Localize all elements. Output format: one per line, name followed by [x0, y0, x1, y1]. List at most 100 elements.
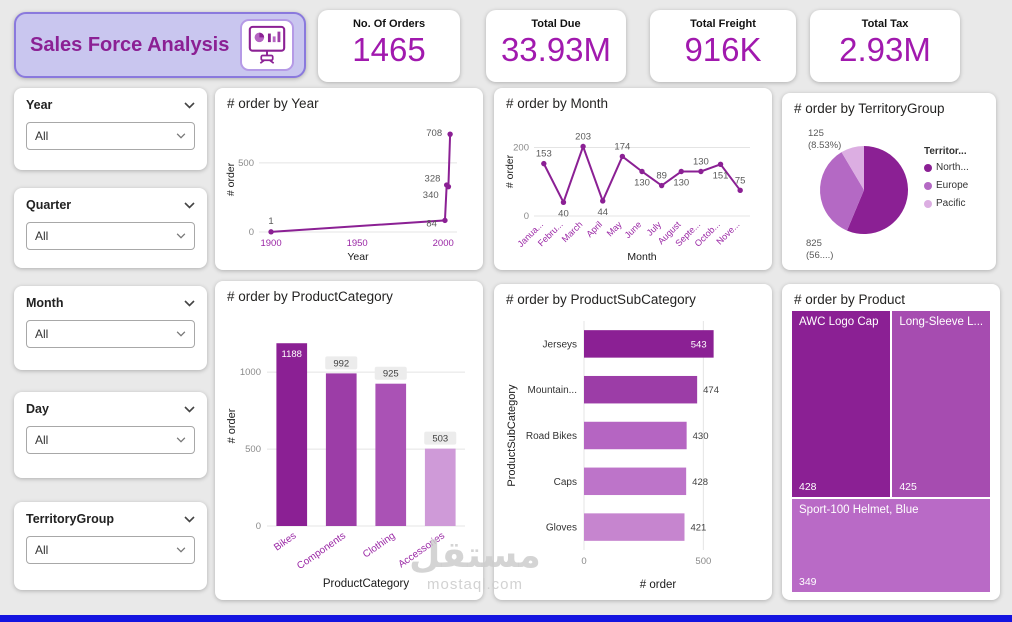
legend-label: North... — [936, 162, 969, 173]
kpi-label: Total Due — [531, 18, 581, 30]
svg-text:0: 0 — [256, 521, 261, 532]
chart-card-order-by-productcategory[interactable]: # order by ProductCategory 0 500 1000 1188 B… — [215, 281, 483, 600]
slicer-value: All — [35, 543, 49, 557]
slicer-value: All — [35, 229, 49, 243]
chart-title: # order by Month — [506, 96, 609, 111]
slicer-dropdown-month[interactable]: All — [26, 320, 195, 348]
svg-text:Gloves: Gloves — [546, 523, 577, 534]
svg-text:125: 125 — [808, 128, 824, 139]
slicer-month: Month All — [14, 286, 207, 370]
pie-legend[interactable]: Territor... North... Europe Pacific — [924, 146, 986, 216]
svg-text:1: 1 — [268, 216, 273, 227]
svg-text:44: 44 — [597, 207, 608, 218]
legend-item[interactable]: Europe — [924, 180, 986, 191]
chevron-down-icon[interactable] — [184, 515, 195, 523]
line-chart-order-by-month[interactable]: 0 200 Janua... Febru... March April May June Jul… — [504, 115, 762, 262]
treemap-tile-label: AWC Logo Cap — [799, 316, 879, 328]
legend-dot-icon — [924, 181, 932, 190]
chevron-down-icon[interactable] — [184, 201, 195, 209]
treemap-tile-value: 425 — [899, 481, 917, 493]
svg-text:151: 151 — [713, 170, 729, 181]
svg-text:1900: 1900 — [260, 238, 281, 249]
chart-card-order-by-year[interactable]: # order by Year 0 500 1900 1950 2000 Year # or… — [215, 88, 483, 270]
svg-text:153: 153 — [536, 149, 552, 160]
bottom-blue-strip — [0, 615, 1012, 622]
slicer-dropdown-quarter[interactable]: All — [26, 222, 195, 250]
chevron-down-icon[interactable] — [184, 405, 195, 413]
svg-text:June: June — [623, 219, 644, 240]
svg-text:708: 708 — [426, 128, 442, 139]
slicer-dropdown-day[interactable]: All — [26, 426, 195, 454]
bar-chart-order-by-productcategory[interactable]: 0 500 1000 1188 Bikes 992 Components 925 Clothin… — [225, 308, 473, 592]
treemap-tile-label: Long-Sleeve L... — [899, 316, 984, 328]
slicer-value: All — [35, 327, 49, 341]
chevron-down-icon[interactable] — [184, 299, 195, 307]
chart-title: # order by Product — [794, 292, 906, 307]
svg-text:ProductSubCategory: ProductSubCategory — [506, 384, 518, 487]
slicer-label: Quarter — [26, 198, 72, 212]
chart-card-order-by-month[interactable]: # order by Month 0 200 Janua... Febru... Mar… — [494, 88, 772, 270]
svg-text:200: 200 — [513, 143, 529, 154]
svg-text:0: 0 — [581, 556, 586, 567]
svg-text:Year: Year — [347, 251, 369, 262]
report-title: Sales Force Analysis — [30, 33, 230, 56]
chart-title: # order by ProductSubCategory — [506, 292, 696, 307]
pie-chart-order-by-territorygroup[interactable]: 825 (56....) 125 (8.53%) Territor... North...… — [792, 120, 986, 262]
legend-dot-icon — [924, 199, 932, 208]
chevron-down-icon[interactable] — [184, 101, 195, 109]
slicer-dropdown-territorygroup[interactable]: All — [26, 536, 195, 564]
legend-dot-icon — [924, 163, 932, 172]
svg-text:# order: # order — [504, 154, 516, 188]
treemap-tile-long-sleeve-l-[interactable]: Long-Sleeve L... 425 — [892, 311, 990, 497]
treemap-tile-value: 428 — [799, 481, 817, 493]
svg-text:75: 75 — [735, 175, 746, 186]
chevron-down-icon — [176, 547, 186, 553]
kpi-value: 1465 — [352, 31, 426, 68]
legend-item[interactable]: Pacific — [924, 198, 986, 209]
svg-text:# order: # order — [640, 579, 677, 591]
svg-text:1188: 1188 — [282, 349, 302, 360]
svg-text:500: 500 — [695, 556, 711, 567]
kpi-card-total-tax[interactable]: Total Tax 2.93M — [810, 10, 960, 82]
svg-text:Components: Components — [295, 530, 348, 572]
kpi-card-total-freight[interactable]: Total Freight 916K — [650, 10, 796, 82]
legend-label: Europe — [936, 180, 969, 191]
svg-text:ProductCategory: ProductCategory — [323, 578, 410, 590]
line-chart-order-by-year[interactable]: 0 500 1900 1950 2000 Year # order 1 84 340 328 708 — [225, 115, 473, 262]
svg-text:Month: Month — [627, 251, 656, 262]
svg-text:(8.53%): (8.53%) — [808, 140, 841, 151]
slicer-label: Day — [26, 402, 49, 416]
bar-chart-order-by-productsubcategory[interactable]: 0 500 543 Jerseys 474 Mountain... 430 Road Bike… — [504, 311, 762, 592]
svg-text:130: 130 — [634, 178, 650, 189]
slicer-value: All — [35, 129, 49, 143]
slicer-day: Day All — [14, 392, 207, 478]
report-title-card: Sales Force Analysis — [14, 12, 306, 78]
svg-text:428: 428 — [692, 477, 708, 488]
chevron-down-icon — [176, 331, 186, 337]
svg-text:500: 500 — [238, 158, 254, 169]
chart-card-order-by-productsubcategory[interactable]: # order by ProductSubCategory 0 500 543 Jer… — [494, 284, 772, 600]
chart-card-order-by-product[interactable]: # order by Product AWC Logo Cap 428 Long-S… — [782, 284, 1000, 600]
treemap-order-by-product[interactable]: AWC Logo Cap 428 Long-Sleeve L... 425 Sport-… — [792, 311, 990, 592]
svg-text:40: 40 — [558, 208, 569, 219]
legend-title: Territor... — [924, 146, 967, 157]
svg-text:Bikes: Bikes — [272, 530, 298, 553]
kpi-label: Total Freight — [690, 18, 756, 30]
svg-text:(56....): (56....) — [806, 250, 833, 261]
chart-card-order-by-territorygroup[interactable]: # order by TerritoryGroup 825 (56....) 125… — [782, 93, 996, 270]
kpi-card-no-of-orders[interactable]: No. Of Orders 1465 — [318, 10, 460, 82]
slicer-dropdown-year[interactable]: All — [26, 122, 195, 150]
svg-text:Jerseys: Jerseys — [543, 339, 577, 350]
treemap-tile-sport-100-helmet-blue[interactable]: Sport-100 Helmet, Blue 349 — [792, 499, 990, 592]
svg-text:Accessories: Accessories — [397, 530, 447, 570]
treemap-tile-label: Sport-100 Helmet, Blue — [799, 504, 919, 516]
svg-text:130: 130 — [693, 157, 709, 168]
chart-title: # order by Year — [227, 96, 319, 111]
legend-item[interactable]: North... — [924, 162, 986, 173]
svg-text:March: March — [560, 219, 585, 244]
kpi-card-total-due[interactable]: Total Due 33.93M — [486, 10, 626, 82]
svg-text:500: 500 — [245, 444, 261, 455]
svg-text:# order: # order — [226, 408, 238, 443]
treemap-tile-awc-logo-cap[interactable]: AWC Logo Cap 428 — [792, 311, 891, 497]
svg-text:89: 89 — [656, 171, 667, 182]
